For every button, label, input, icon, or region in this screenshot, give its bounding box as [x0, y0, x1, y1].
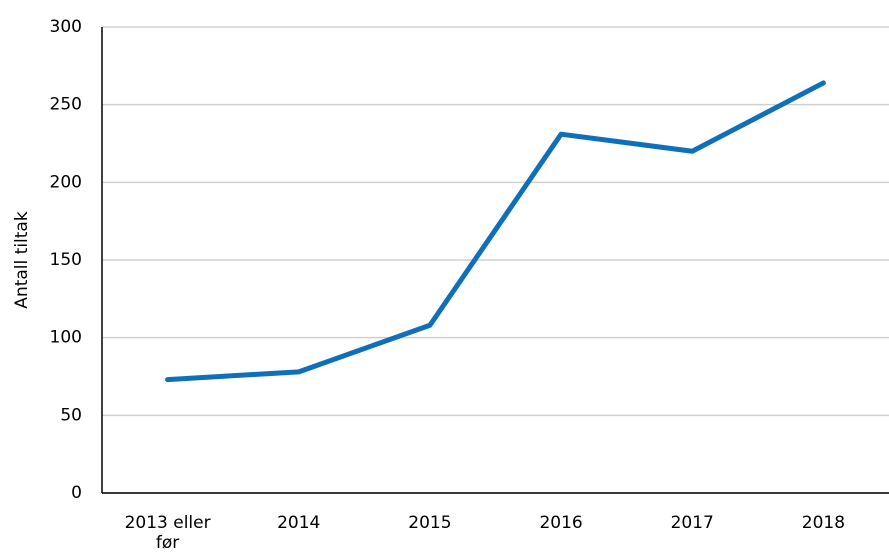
data-line [165, 80, 826, 383]
y-tick-label: 300 [50, 17, 82, 37]
y-tick-label: 150 [50, 250, 82, 270]
y-tick-label: 0 [71, 483, 82, 503]
x-tick-label: 2017 [670, 513, 714, 533]
x-tick-label: 2018 [801, 513, 846, 533]
y-tick-label: 250 [50, 95, 82, 115]
y-tick-label: 100 [50, 328, 82, 348]
y-tick-label: 50 [60, 405, 82, 425]
x-tick-label: 2015 [408, 513, 452, 533]
y-tick-label: 200 [50, 172, 82, 192]
x-tick-label: 2014 [277, 513, 321, 533]
y-axis-label: Antall tiltak [12, 211, 32, 309]
x-tick-label: 2016 [539, 513, 583, 533]
x-tick-label: 2013 eller før [124, 513, 211, 553]
